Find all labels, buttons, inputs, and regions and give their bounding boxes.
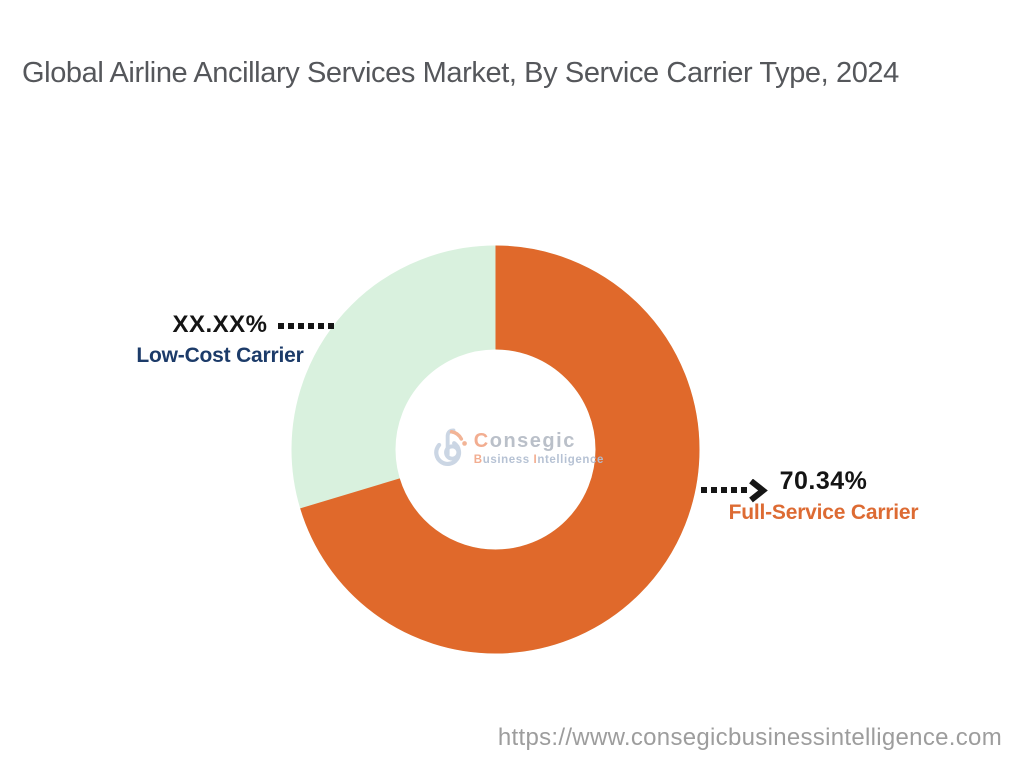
callout-low-cost: XX.XX% Low-Cost Carrier (125, 311, 315, 368)
arrow-right-icon (749, 479, 768, 503)
donut-svg (291, 245, 700, 654)
footer-url: https://www.consegicbusinessintelligence… (497, 724, 1002, 751)
consegic-logo-icon (434, 428, 467, 467)
low-cost-label: Low-Cost Carrier (136, 344, 304, 367)
full-service-value: 70.34% (779, 467, 868, 495)
donut-chart (291, 245, 700, 654)
full-service-label: Full-Service Carrier (728, 501, 919, 524)
low-cost-leader-line (278, 323, 334, 329)
watermark-tagline: Business Intelligence (473, 454, 604, 466)
watermark-text: Consegic Business Intelligence (474, 430, 604, 466)
chart-title: Global Airline Ancillary Services Market… (22, 57, 899, 89)
low-cost-value: XX.XX% (172, 311, 268, 338)
callout-full-service: 70.34% Full-Service Carrier (706, 467, 941, 525)
watermark-logo: Consegic Business Intelligence (434, 412, 604, 484)
full-service-leader-line (701, 487, 747, 493)
donut-slice-full-service (291, 245, 700, 654)
watermark-brand: Consegic (473, 430, 576, 452)
